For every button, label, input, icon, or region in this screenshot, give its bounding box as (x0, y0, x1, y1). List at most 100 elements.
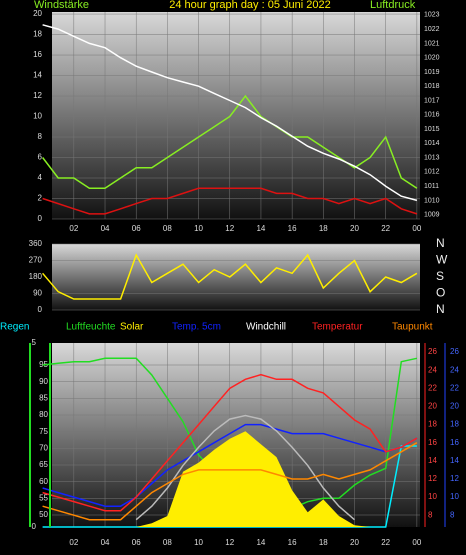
y-tick-label: 4 (38, 173, 43, 182)
y4-tick-label: 22 (450, 383, 459, 392)
line (42, 253, 418, 300)
y2-tick-label: 1015 (424, 126, 440, 133)
y2-tick-label: 1009 (424, 212, 440, 219)
line (42, 94, 418, 190)
y4-tick-label: 20 (450, 402, 459, 411)
y2-tick-label: 20 (428, 402, 437, 411)
y2-tick-label: 1013 (424, 154, 440, 161)
y-tick-label: 180 (29, 272, 43, 281)
x-tick-label: 02 (69, 224, 78, 233)
y2-tick-label: W (436, 253, 448, 267)
x-tick-label: 18 (319, 538, 328, 547)
y2-tick-label: 1022 (424, 26, 440, 33)
y2-tick-label: 1010 (424, 197, 440, 204)
y2-tick-label: 1023 (424, 12, 440, 19)
line (42, 423, 418, 507)
line (42, 187, 418, 215)
x-tick-label: 12 (225, 224, 234, 233)
y-tick-label: 12 (33, 91, 42, 100)
y-tick-label: 80 (39, 410, 48, 419)
x-tick-label: 00 (412, 224, 421, 233)
y2-tick-label: 24 (428, 365, 437, 374)
y2-tick-label: 1019 (424, 69, 440, 76)
legend-entry: Taupunkt (392, 322, 433, 333)
y-tick-label: 18 (33, 30, 42, 39)
y2-tick-label: 18 (428, 420, 437, 429)
y4-tick-label: 10 (450, 492, 459, 501)
y2-tick-label: 14 (428, 456, 437, 465)
y2-tick-label: 1017 (424, 97, 440, 104)
plot-area (52, 12, 420, 219)
legend-entry: Regen (0, 322, 29, 333)
x-tick-label: 18 (319, 224, 328, 233)
x-tick-label: 00 (412, 538, 421, 547)
y-tick-label: 90 (39, 377, 48, 386)
area (42, 431, 417, 527)
y3-tick-label: 5 (32, 338, 37, 347)
y2-tick-label: S (436, 269, 444, 283)
x-tick-label: 08 (163, 538, 172, 547)
x-tick-label: 02 (69, 538, 78, 547)
y2-tick-label: 1011 (424, 183, 439, 190)
y2-tick-label: 1018 (424, 83, 440, 90)
y2-tick-label: 1016 (424, 112, 440, 119)
y-tick-label: 10 (33, 112, 42, 121)
x-tick-label: 20 (350, 538, 359, 547)
y3-tick-label: 0 (32, 522, 37, 531)
y4-tick-label: 16 (450, 438, 459, 447)
legend-entry: Temperatur (312, 322, 363, 333)
line (42, 24, 418, 202)
x-tick-label: 04 (101, 538, 110, 547)
y4-tick-label: 8 (450, 510, 455, 519)
legend-entry: Temp. 5cm (172, 322, 221, 333)
y-tick-label: 8 (38, 132, 43, 141)
x-tick-label: 22 (381, 224, 390, 233)
y2-tick-label: O (436, 286, 445, 300)
x-tick-label: 16 (288, 538, 297, 547)
x-tick-label: 20 (350, 224, 359, 233)
legend-entry: Solar (120, 322, 144, 333)
y4-tick-label: 24 (450, 365, 459, 374)
y-tick-label: 90 (33, 289, 42, 298)
y4-tick-label: 18 (450, 420, 459, 429)
x-tick-label: 08 (163, 224, 172, 233)
y2-tick-label: 1021 (424, 40, 440, 47)
x-tick-label: 10 (194, 538, 203, 547)
y-axis-label: Windstärke (34, 0, 89, 11)
x-tick-label: 06 (132, 538, 141, 547)
y2-tick-label: 16 (428, 438, 437, 447)
y2-axis-label: Luftdruck (370, 0, 416, 11)
y-tick-label: 70 (39, 443, 48, 452)
y-tick-label: 65 (39, 460, 48, 469)
y-tick-label: 16 (33, 50, 42, 59)
legend-entry: Windchill (246, 322, 286, 333)
y2-tick-label: N (436, 236, 445, 250)
y-tick-label: 270 (29, 256, 43, 265)
x-tick-label: 06 (132, 224, 141, 233)
y4-tick-label: 12 (450, 474, 459, 483)
x-tick-label: 22 (381, 538, 390, 547)
chart-title: 24 hour graph day : 05 Juni 2022 (169, 0, 330, 11)
y2-tick-label: 10 (428, 492, 437, 501)
y-tick-label: 75 (39, 427, 48, 436)
y-tick-label: 6 (38, 153, 43, 162)
x-tick-label: 14 (256, 538, 265, 547)
y-tick-label: 360 (29, 239, 43, 248)
y-tick-label: 0 (38, 214, 43, 223)
y2-tick-label: 1020 (424, 55, 440, 62)
y4-tick-label: 14 (450, 456, 459, 465)
y-tick-label: 0 (38, 305, 43, 314)
y2-tick-label: 12 (428, 474, 437, 483)
x-tick-label: 16 (288, 224, 297, 233)
y-tick-label: 2 (38, 194, 43, 203)
line (42, 442, 418, 521)
y-tick-label: 55 (39, 493, 48, 502)
line (42, 373, 418, 512)
legend-entry: Luftfeuchte (66, 322, 116, 333)
x-tick-label: 04 (101, 224, 110, 233)
y4-tick-label: 26 (450, 347, 459, 356)
x-tick-label: 12 (225, 538, 234, 547)
y2-tick-label: 22 (428, 383, 437, 392)
y2-tick-label: 8 (428, 510, 433, 519)
